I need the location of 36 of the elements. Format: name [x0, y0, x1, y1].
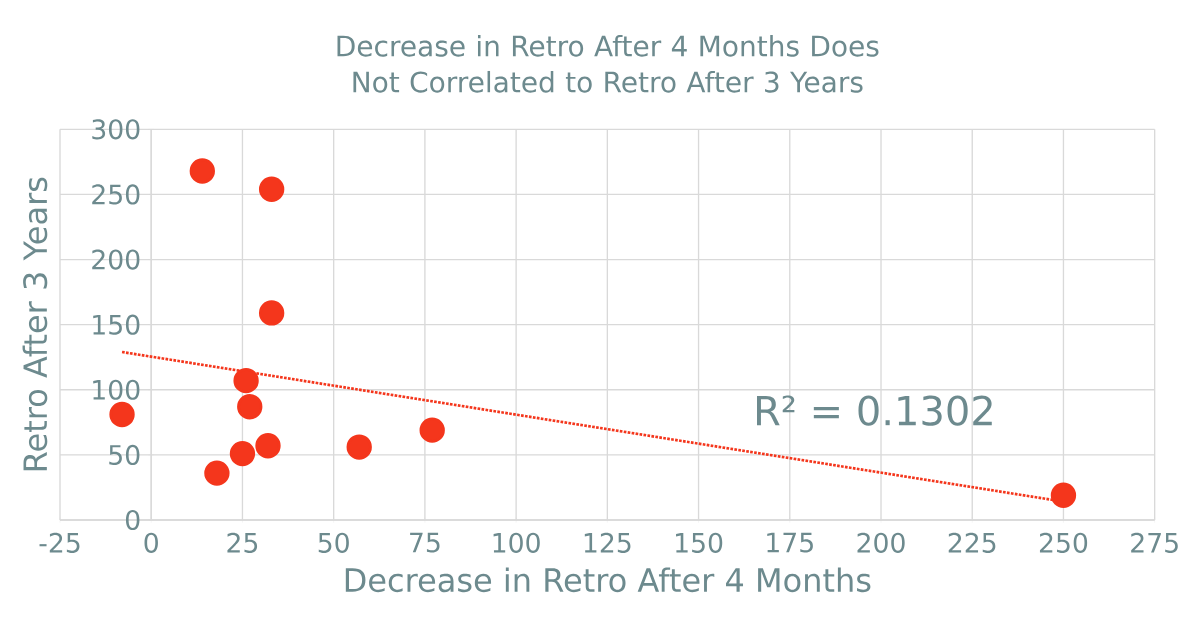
point [237, 394, 263, 420]
y-tick-label: 200 [92, 249, 140, 270]
x-tick-label: 0 [144, 532, 158, 553]
point [233, 367, 259, 394]
y-tick-label: 150 [93, 314, 140, 335]
y-tick-label: 50 [109, 444, 140, 465]
x-tick-label: 250 [1039, 532, 1088, 553]
point [258, 300, 285, 326]
x-tick-label: 175 [767, 532, 813, 553]
y-tick-label: 100 [93, 379, 140, 400]
y-tick-label: 0 [125, 509, 140, 531]
x-tick-label: 200 [857, 532, 905, 553]
y-tick-label: 250 [92, 184, 140, 205]
x-tick-label: 275 [1131, 532, 1178, 553]
annotation: R² = 0.1302 [757, 395, 992, 426]
x-tick-label: 225 [948, 532, 996, 553]
point [204, 460, 230, 486]
x-tick-label: 50 [318, 532, 349, 553]
point [419, 417, 445, 443]
x-axis-title: Decrease in Retro After 4 Months [345, 567, 871, 593]
chart-title: Decrease in Retro After 4 Months Does Not Correlated to Retro After 3 Years [337, 34, 879, 93]
x-tick-label: 75 [410, 532, 440, 553]
point [255, 433, 281, 459]
y-tick-label: 300 [92, 119, 140, 140]
point [189, 158, 215, 184]
point [109, 401, 135, 428]
x-tick-label: 100 [493, 532, 540, 553]
x-tick-label: 150 [676, 532, 723, 553]
y-axis-title: Retro After 3 Years [22, 177, 48, 471]
point [229, 440, 256, 467]
x-tick-label: -25 [39, 532, 80, 553]
x-tick-label: 25 [227, 532, 258, 553]
point [1050, 482, 1077, 508]
x-tick-label: 125 [584, 532, 631, 553]
point [258, 176, 285, 202]
point [346, 434, 372, 460]
